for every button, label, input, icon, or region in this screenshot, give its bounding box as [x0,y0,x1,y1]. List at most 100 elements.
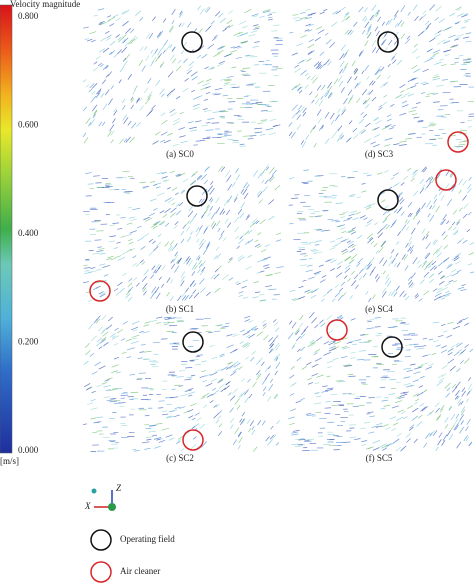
velocity-vector [150,60,155,67]
velocity-vector [238,431,242,438]
velocity-vector [414,15,419,22]
velocity-vector [407,93,414,97]
velocity-vector [127,120,132,126]
velocity-vector [328,85,333,92]
velocity-vector [259,133,266,136]
velocity-vector [382,291,387,298]
velocity-vector [265,128,274,131]
velocity-vector [240,418,245,425]
velocity-vector [340,216,346,219]
velocity-vector [338,80,344,87]
velocity-vector [296,124,302,131]
velocity-vector [145,33,151,39]
velocity-vector [453,255,460,260]
velocity-vector [349,436,356,438]
velocity-vector [390,290,396,296]
velocity-vector [443,244,448,249]
velocity-vector [295,19,302,22]
velocity-vector [265,285,272,287]
velocity-vector [438,287,443,291]
velocity-vector [166,403,173,406]
velocity-vector [447,263,452,267]
velocity-vector [105,74,109,78]
velocity-vector [456,441,462,449]
velocity-vector [244,230,250,235]
velocity-vector [250,30,258,33]
velocity-vector [318,251,323,254]
velocity-vector [458,140,467,143]
velocity-vector [198,198,203,203]
velocity-vector [373,143,380,148]
velocity-vector [157,233,162,238]
velocity-vector [421,406,428,412]
velocity-vector [353,68,359,75]
velocity-vector [363,113,368,118]
velocity-vector [310,126,315,133]
velocity-vector [361,440,368,443]
velocity-vector [199,238,204,246]
velocity-vector [228,277,234,281]
velocity-vector [456,342,463,348]
velocity-vector [199,8,205,15]
velocity-vector [179,135,186,138]
velocity-vector [374,26,379,32]
velocity-vector [372,294,376,300]
velocity-vector [288,131,293,137]
velocity-vector [130,28,135,34]
velocity-vector [395,446,402,452]
velocity-vector [440,194,445,201]
velocity-vector [461,387,466,393]
velocity-vector [439,189,444,196]
velocity-vector [137,357,143,359]
velocity-vector [353,21,358,27]
velocity-vector [451,272,459,277]
velocity-vector [276,266,284,269]
velocity-vector [404,355,411,358]
velocity-vector [441,64,447,67]
velocity-vector [267,395,272,402]
velocity-vector [288,122,293,127]
velocity-vector [334,284,339,288]
panel-label: (f) SC5 [366,453,393,463]
velocity-vector [177,258,182,264]
velocity-vector [141,276,147,283]
velocity-vector [436,249,440,254]
velocity-vector [152,140,159,145]
velocity-vector [193,292,200,299]
velocity-vector [371,4,377,12]
velocity-vector [456,219,461,224]
velocity-vector [410,283,415,288]
velocity-vector [169,27,174,34]
velocity-vector [458,318,465,322]
velocity-vector [443,234,448,241]
velocity-vector [216,63,224,67]
velocity-vector [225,79,232,82]
velocity-vector [306,264,313,267]
velocity-vector [451,384,456,389]
velocity-vector [252,15,259,18]
velocity-vector [431,261,437,266]
velocity-vector [99,291,106,296]
velocity-vector [368,236,373,241]
velocity-vector [263,325,267,329]
velocity-vector [358,51,363,57]
velocity-vector [344,267,351,273]
velocity-vector [230,46,235,49]
velocity-vector [289,177,295,180]
velocity-vector [371,81,376,86]
velocity-vector [262,319,267,323]
velocity-vector [232,86,240,88]
velocity-vector [374,273,379,279]
velocity-vector [256,331,263,337]
velocity-vector [93,318,98,324]
z-label: Z [116,483,122,493]
velocity-vector [275,442,280,446]
velocity-vector [226,222,232,228]
velocity-vector [248,34,256,37]
velocity-vector [136,225,142,229]
velocity-vector [395,252,399,257]
velocity-vector [433,101,440,103]
colorbar-tick-label: 0.600 [18,120,39,130]
velocity-vector [103,396,111,399]
velocity-vector [304,72,309,77]
